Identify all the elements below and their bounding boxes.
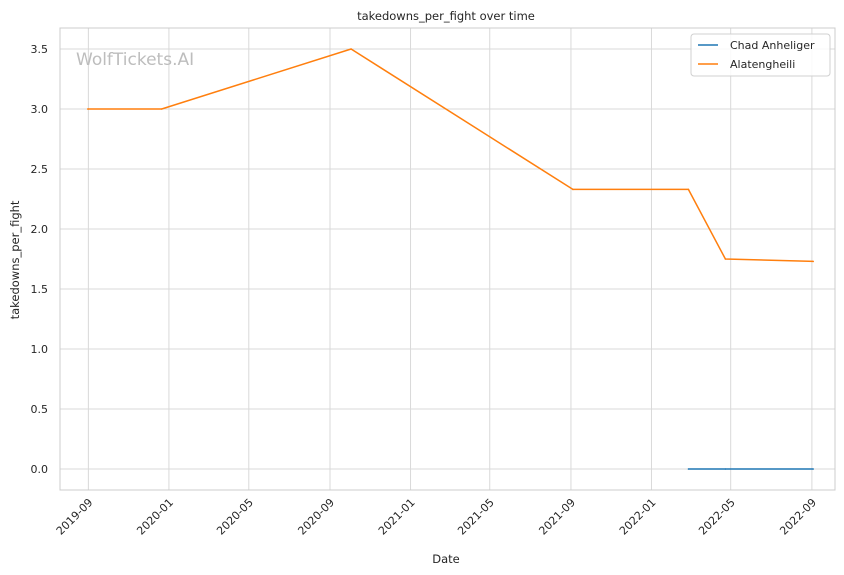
data-point-alatengheili [572, 188, 574, 191]
y-tick-label: 3.5 [31, 43, 49, 56]
data-point-chad-anheliger [687, 468, 690, 470]
data-point-alatengheili [160, 108, 163, 110]
y-axis: 0.0 0.5 1.0 1.5 2.0 2.5 3.0 3.5 [31, 43, 49, 476]
data-point-chad-anheliger [812, 468, 815, 470]
plot-area [59, 27, 836, 491]
legend-label-alatengheili: Alatengheili [730, 58, 795, 71]
data-point-chad-anheliger [724, 468, 727, 470]
y-tick-label: 3.0 [31, 103, 49, 116]
y-tick-label: 0.0 [31, 463, 49, 476]
watermark: WolfTickets.AI [76, 50, 194, 70]
y-tick-label: 2.0 [31, 223, 49, 236]
data-point-alatengheili [687, 188, 690, 191]
y-axis-label: takedowns_per_fight [8, 200, 22, 319]
y-tick-label: 1.5 [31, 283, 49, 296]
data-point-alatengheili [812, 260, 815, 263]
data-point-alatengheili [724, 258, 727, 260]
y-tick-label: 1.0 [31, 343, 49, 356]
legend: Chad Anheliger Alatengheili [690, 33, 831, 77]
series-group [86, 48, 815, 470]
data-point-alatengheili [350, 48, 352, 50]
legend-label-chad-anheliger: Chad Anheliger [730, 39, 815, 52]
chart-title: takedowns_per_fight over time [357, 9, 535, 23]
data-point-alatengheili [86, 108, 89, 110]
grid [60, 28, 835, 490]
y-tick-label: 0.5 [31, 403, 49, 416]
legend-box [690, 33, 831, 77]
y-tick-label: 2.5 [31, 163, 49, 176]
x-axis-label: Date [432, 552, 460, 566]
